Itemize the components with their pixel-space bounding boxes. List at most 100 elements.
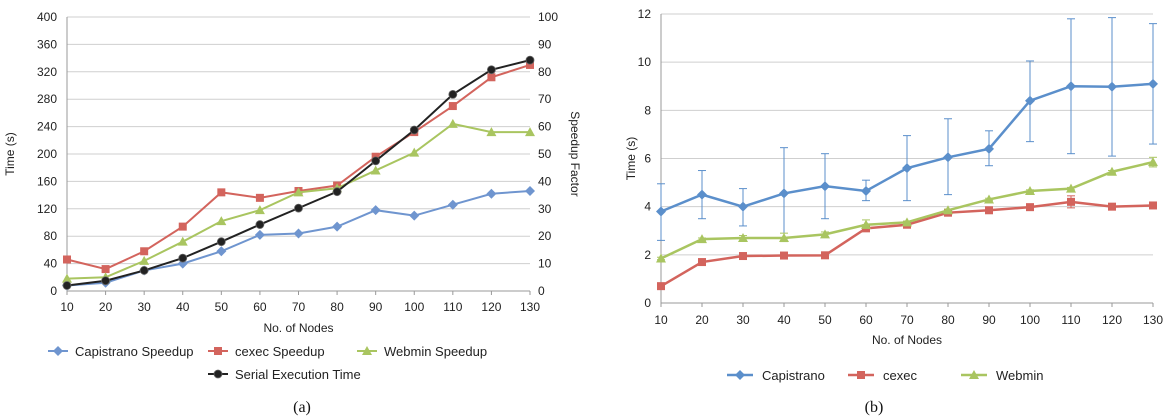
data-point-webmin-speedup — [525, 127, 535, 137]
x-tick-label: 110 — [443, 300, 462, 314]
data-point-webmin — [1148, 157, 1158, 167]
data-point-webmin-speedup — [370, 165, 381, 175]
legend-marker-webmin-speedup — [362, 346, 372, 355]
data-point-webmin — [1066, 183, 1076, 193]
y-tick-label: 4 — [644, 200, 651, 214]
data-point-capistrano-speedup — [332, 221, 343, 232]
data-point-serial-execution-time — [487, 65, 496, 75]
y-tick-label: 0 — [50, 284, 57, 298]
y2-tick-label: 0 — [538, 284, 545, 298]
y-tick-label: 40 — [44, 257, 58, 271]
data-point-webmin — [820, 229, 830, 239]
y-axis-label: Time (s) — [624, 137, 638, 181]
data-point-capistrano — [984, 143, 994, 154]
data-point-capistrano — [820, 181, 830, 192]
x-axis-label: No. of Nodes — [263, 321, 333, 335]
y-tick-label: 400 — [37, 10, 57, 24]
data-point-cexec — [739, 252, 747, 261]
data-point-capistrano — [697, 189, 707, 200]
data-point-capistrano — [656, 206, 666, 217]
data-point-cexec — [1108, 202, 1116, 211]
series-line-cexec-speedup — [66, 63, 531, 271]
data-point-webmin-speedup — [177, 236, 188, 246]
data-point-webmin — [656, 253, 666, 263]
data-point-serial-execution-time — [178, 253, 188, 263]
y2-tick-label: 40 — [538, 174, 552, 188]
data-point-serial-execution-time — [139, 266, 149, 275]
caption: (b) — [865, 399, 884, 416]
x-tick-label: 70 — [900, 313, 914, 327]
data-point-capistrano-speedup — [525, 185, 535, 196]
x-tick-label: 10 — [654, 313, 668, 327]
y-axis-label: Time (s) — [3, 132, 17, 176]
data-point-cexec-speedup — [255, 193, 264, 202]
x-tick-label: 60 — [859, 313, 873, 327]
data-point-capistrano-speedup — [447, 199, 458, 210]
data-point-serial-execution-time — [409, 125, 419, 135]
y-tick-label: 360 — [37, 37, 57, 51]
data-point-capistrano — [1025, 95, 1035, 106]
x-tick-label: 50 — [215, 300, 229, 314]
y-tick-label: 8 — [644, 103, 651, 117]
data-point-capistrano — [943, 152, 953, 163]
y-tick-label: 0 — [644, 296, 651, 310]
chart-b: 0 2 4 6 8 10 12 10 20 30 40 50 60 70 80 90 100 110 120 130 N… — [624, 7, 1163, 416]
data-point-cexec — [1026, 203, 1034, 212]
legend-marker-cexec-speedup — [214, 347, 222, 355]
x-tick-label: 80 — [330, 300, 344, 314]
data-point-capistrano-speedup — [409, 210, 420, 221]
series-line-cexec — [660, 200, 1154, 288]
data-point-webmin — [1025, 186, 1035, 196]
x-tick-label: 80 — [941, 313, 955, 327]
y2-tick-label: 100 — [538, 10, 558, 24]
data-point-serial-execution-time — [371, 156, 381, 166]
legend-label-webmin-speedup: Webmin Speedup — [384, 344, 487, 359]
x-tick-label: 30 — [736, 313, 750, 327]
data-point-webmin — [1107, 166, 1117, 176]
y2-tick-label: 70 — [538, 92, 552, 106]
data-point-cexec-speedup — [140, 247, 149, 256]
x-tick-label: 130 — [1143, 313, 1163, 327]
data-point-serial-execution-time — [62, 281, 72, 290]
caption: (a) — [293, 399, 311, 416]
data-point-cexec-speedup — [178, 222, 187, 231]
data-point-cexec-speedup — [448, 102, 457, 111]
legend-marker-serial-execution-time — [213, 369, 223, 379]
x-tick-label: 110 — [1061, 313, 1080, 327]
data-point-capistrano — [738, 201, 748, 212]
data-point-webmin-speedup — [409, 147, 420, 157]
data-point-webmin — [943, 205, 953, 215]
legend-marker-webmin — [969, 370, 979, 379]
data-point-serial-execution-time — [255, 220, 265, 229]
data-point-cexec — [1149, 201, 1157, 210]
x-tick-label: 10 — [60, 300, 74, 314]
y-tick-label: 240 — [37, 120, 57, 134]
x-tick-label: 70 — [292, 300, 306, 314]
x-tick-label: 120 — [481, 300, 501, 314]
x-tick-label: 100 — [1020, 313, 1040, 327]
x-tick-label: 130 — [520, 300, 540, 314]
data-point-webmin-speedup — [216, 216, 227, 226]
y2-tick-label: 90 — [538, 37, 552, 51]
y2-tick-label: 50 — [538, 147, 552, 161]
legend-label-cexec-speedup: cexec Speedup — [235, 344, 325, 359]
legend-label-capistrano: Capistrano — [762, 368, 825, 383]
x-tick-label: 40 — [176, 300, 190, 314]
y-tick-label: 6 — [644, 152, 651, 166]
chart-a: 0408012016020024028032036040001020304050… — [3, 10, 582, 416]
data-point-capistrano-speedup — [293, 228, 304, 239]
data-point-serial-execution-time — [216, 237, 226, 247]
data-point-webmin — [861, 219, 871, 229]
x-tick-label: 60 — [253, 300, 267, 314]
data-point-cexec-speedup — [101, 265, 110, 274]
data-point-capistrano — [1066, 81, 1076, 92]
legend-label-serial-execution-time: Serial Execution Time — [235, 367, 361, 382]
y-tick-label: 12 — [638, 7, 652, 21]
y-tick-label: 2 — [644, 248, 651, 262]
data-point-serial-execution-time — [448, 90, 458, 99]
data-point-serial-execution-time — [332, 187, 342, 197]
data-point-capistrano — [861, 186, 871, 197]
data-point-cexec — [657, 282, 665, 291]
legend-marker-capistrano — [735, 370, 745, 380]
